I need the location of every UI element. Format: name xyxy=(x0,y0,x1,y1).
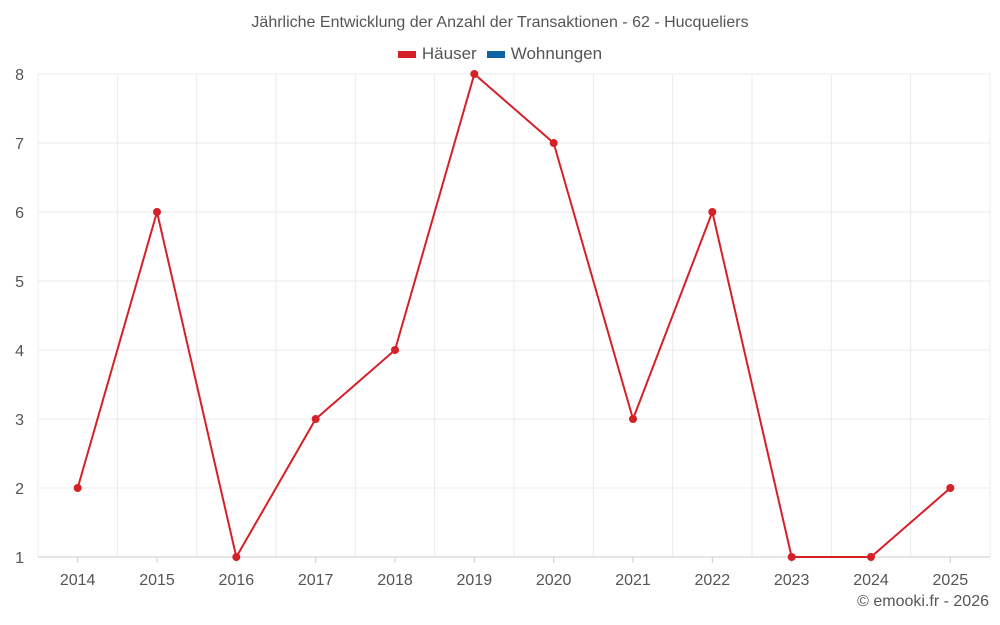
data-point xyxy=(73,484,82,492)
y-tick-label: 8 xyxy=(15,67,24,84)
x-tick-label: 2024 xyxy=(853,572,889,589)
credit-text: © emooki.fr - 2026 xyxy=(857,593,989,610)
x-tick-label: 2015 xyxy=(139,572,175,589)
y-tick-label: 7 xyxy=(15,136,24,153)
data-point xyxy=(311,415,320,423)
legend-label-haeuser: Häuser xyxy=(421,44,477,63)
y-tick-label: 3 xyxy=(15,412,24,429)
data-point xyxy=(867,553,875,561)
data-point xyxy=(708,208,717,216)
legend-item-haeuser[interactable]: Häuser xyxy=(397,44,477,64)
chart-title: Jährliche Entwicklung der Anzahl der Tra… xyxy=(251,14,749,31)
x-tick-label: 2017 xyxy=(298,572,334,589)
series-line-0 xyxy=(76,73,951,558)
data-point xyxy=(153,208,161,216)
x-tick-label: 2020 xyxy=(536,572,572,589)
legend-label-wohnungen: Wohnungen xyxy=(510,44,603,63)
y-tick-label: 2 xyxy=(15,481,24,498)
data-point xyxy=(549,139,558,147)
legend-swatch-wohnungen xyxy=(486,50,505,58)
x-tick-label: 2014 xyxy=(60,572,96,589)
x-tick-label: 2022 xyxy=(695,572,731,589)
x-tick-label: 2023 xyxy=(774,572,810,589)
chart-legend: Häuser Wohnungen xyxy=(0,44,1000,64)
x-tick-label: 2025 xyxy=(933,572,969,589)
data-point xyxy=(946,484,955,492)
legend-swatch-haeuser xyxy=(397,50,416,58)
y-tick-label: 4 xyxy=(15,343,24,360)
x-tick-label: 2018 xyxy=(377,572,413,589)
x-tick-label: 2019 xyxy=(457,572,493,589)
y-tick-label: 6 xyxy=(15,205,24,222)
data-point xyxy=(232,553,241,561)
data-point xyxy=(629,415,637,423)
legend-item-wohnungen[interactable]: Wohnungen xyxy=(486,44,603,64)
x-tick-label: 2016 xyxy=(219,572,255,589)
data-point xyxy=(391,346,399,354)
data-point xyxy=(787,553,796,561)
y-tick-label: 1 xyxy=(15,550,24,567)
x-tick-label: 2021 xyxy=(615,572,651,589)
y-tick-label: 5 xyxy=(15,274,24,291)
data-point xyxy=(470,70,479,78)
